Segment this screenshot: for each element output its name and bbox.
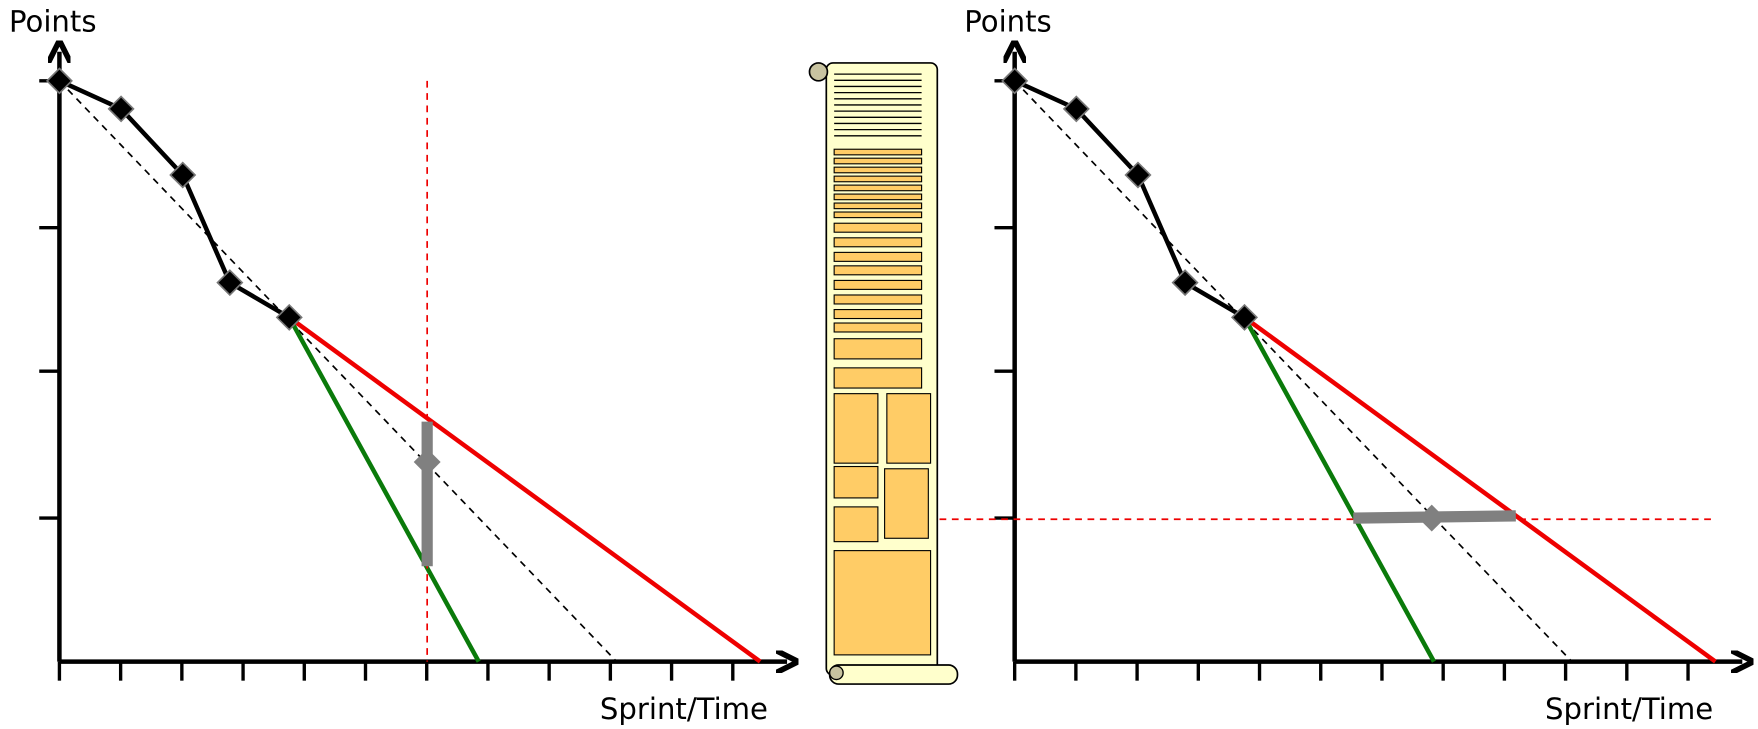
backlog-item	[885, 469, 929, 539]
diagram: Points Sprint/Time Points Sprint/Time	[0, 0, 1758, 729]
backlog-item	[834, 158, 921, 164]
backlog-item	[834, 280, 921, 289]
backlog-item	[834, 310, 921, 319]
backlog-item	[834, 238, 921, 247]
backlog-item	[834, 551, 930, 655]
backlog-scroll	[809, 63, 957, 684]
page: Points Sprint/Time Points Sprint/Time ((…	[0, 0, 1758, 729]
backlog-item	[834, 507, 878, 542]
backlog-item	[834, 266, 921, 275]
backlog-item	[834, 368, 921, 388]
backlog-item	[834, 394, 878, 464]
backlog-item	[887, 394, 931, 464]
left-chart: Points Sprint/Time	[9, 5, 787, 726]
backlog-item	[834, 212, 921, 218]
y-axis-label: Points	[964, 5, 1052, 39]
backlog-item	[834, 149, 921, 155]
backlog-item	[834, 223, 921, 232]
backlog-item	[834, 185, 921, 191]
backlog-item	[834, 252, 921, 261]
x-axis-label: Sprint/Time	[600, 692, 768, 726]
backlog-item	[834, 176, 921, 182]
backlog-item	[834, 203, 921, 209]
backlog-item	[834, 194, 921, 200]
backlog-item	[834, 339, 921, 359]
backlog-item	[834, 167, 921, 173]
backlog-item	[834, 295, 921, 304]
right-chart: Points Sprint/Time	[940, 5, 1743, 726]
y-axis-label: Points	[9, 5, 97, 39]
x-axis-label: Sprint/Time	[1545, 692, 1713, 726]
backlog-item	[834, 467, 878, 498]
backlog-item	[834, 323, 921, 332]
